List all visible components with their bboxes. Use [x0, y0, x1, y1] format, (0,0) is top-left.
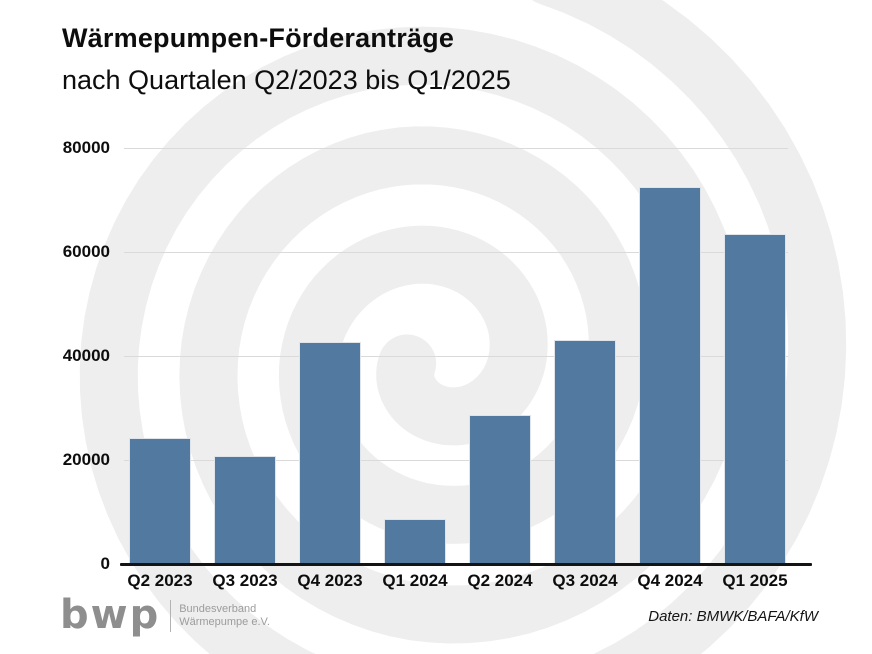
bwp-logo-mark: bwp — [60, 592, 161, 638]
logo-org-name: Bundesverband Wärmepumpe e.V. — [179, 601, 270, 629]
bar-q3-2023 — [214, 455, 276, 564]
x-axis-tick-label: Q1 2025 — [722, 571, 788, 590]
y-axis-tick-label: 40000 — [62, 346, 110, 365]
bar-q1-2025 — [724, 233, 786, 564]
bar-q4-2023 — [299, 342, 361, 564]
y-axis-tick-label: 20000 — [62, 450, 110, 469]
plot-area — [122, 148, 812, 564]
chart-header: Wärmepumpen-Förderanträge nach Quartalen… — [62, 22, 511, 95]
bar-q3-2024 — [554, 339, 616, 564]
y-axis-tick-label: 80000 — [62, 138, 110, 157]
y-axis-tick-label: 60000 — [62, 242, 110, 261]
bar-q4-2024 — [639, 187, 701, 564]
chart-title: Wärmepumpen-Förderanträge — [62, 23, 455, 53]
data-source: Daten: BMWK/BAFA/KfW — [648, 608, 818, 625]
x-axis-line — [120, 563, 812, 566]
bwp-logo: bwp Bundesverband Wärmepumpe e.V. — [60, 592, 270, 638]
chart-subtitle: nach Quartalen Q2/2023 bis Q1/2025 — [62, 65, 511, 95]
logo-org-line1: Bundesverband — [179, 603, 257, 615]
logo-org-line2: Wärmepumpe e.V. — [179, 616, 270, 628]
bar-q2-2024 — [469, 414, 531, 564]
logo-divider — [170, 600, 172, 632]
bar-q1-2024 — [384, 518, 446, 564]
y-axis-tick-label: 0 — [100, 554, 110, 573]
bar-q2-2023 — [129, 438, 191, 564]
